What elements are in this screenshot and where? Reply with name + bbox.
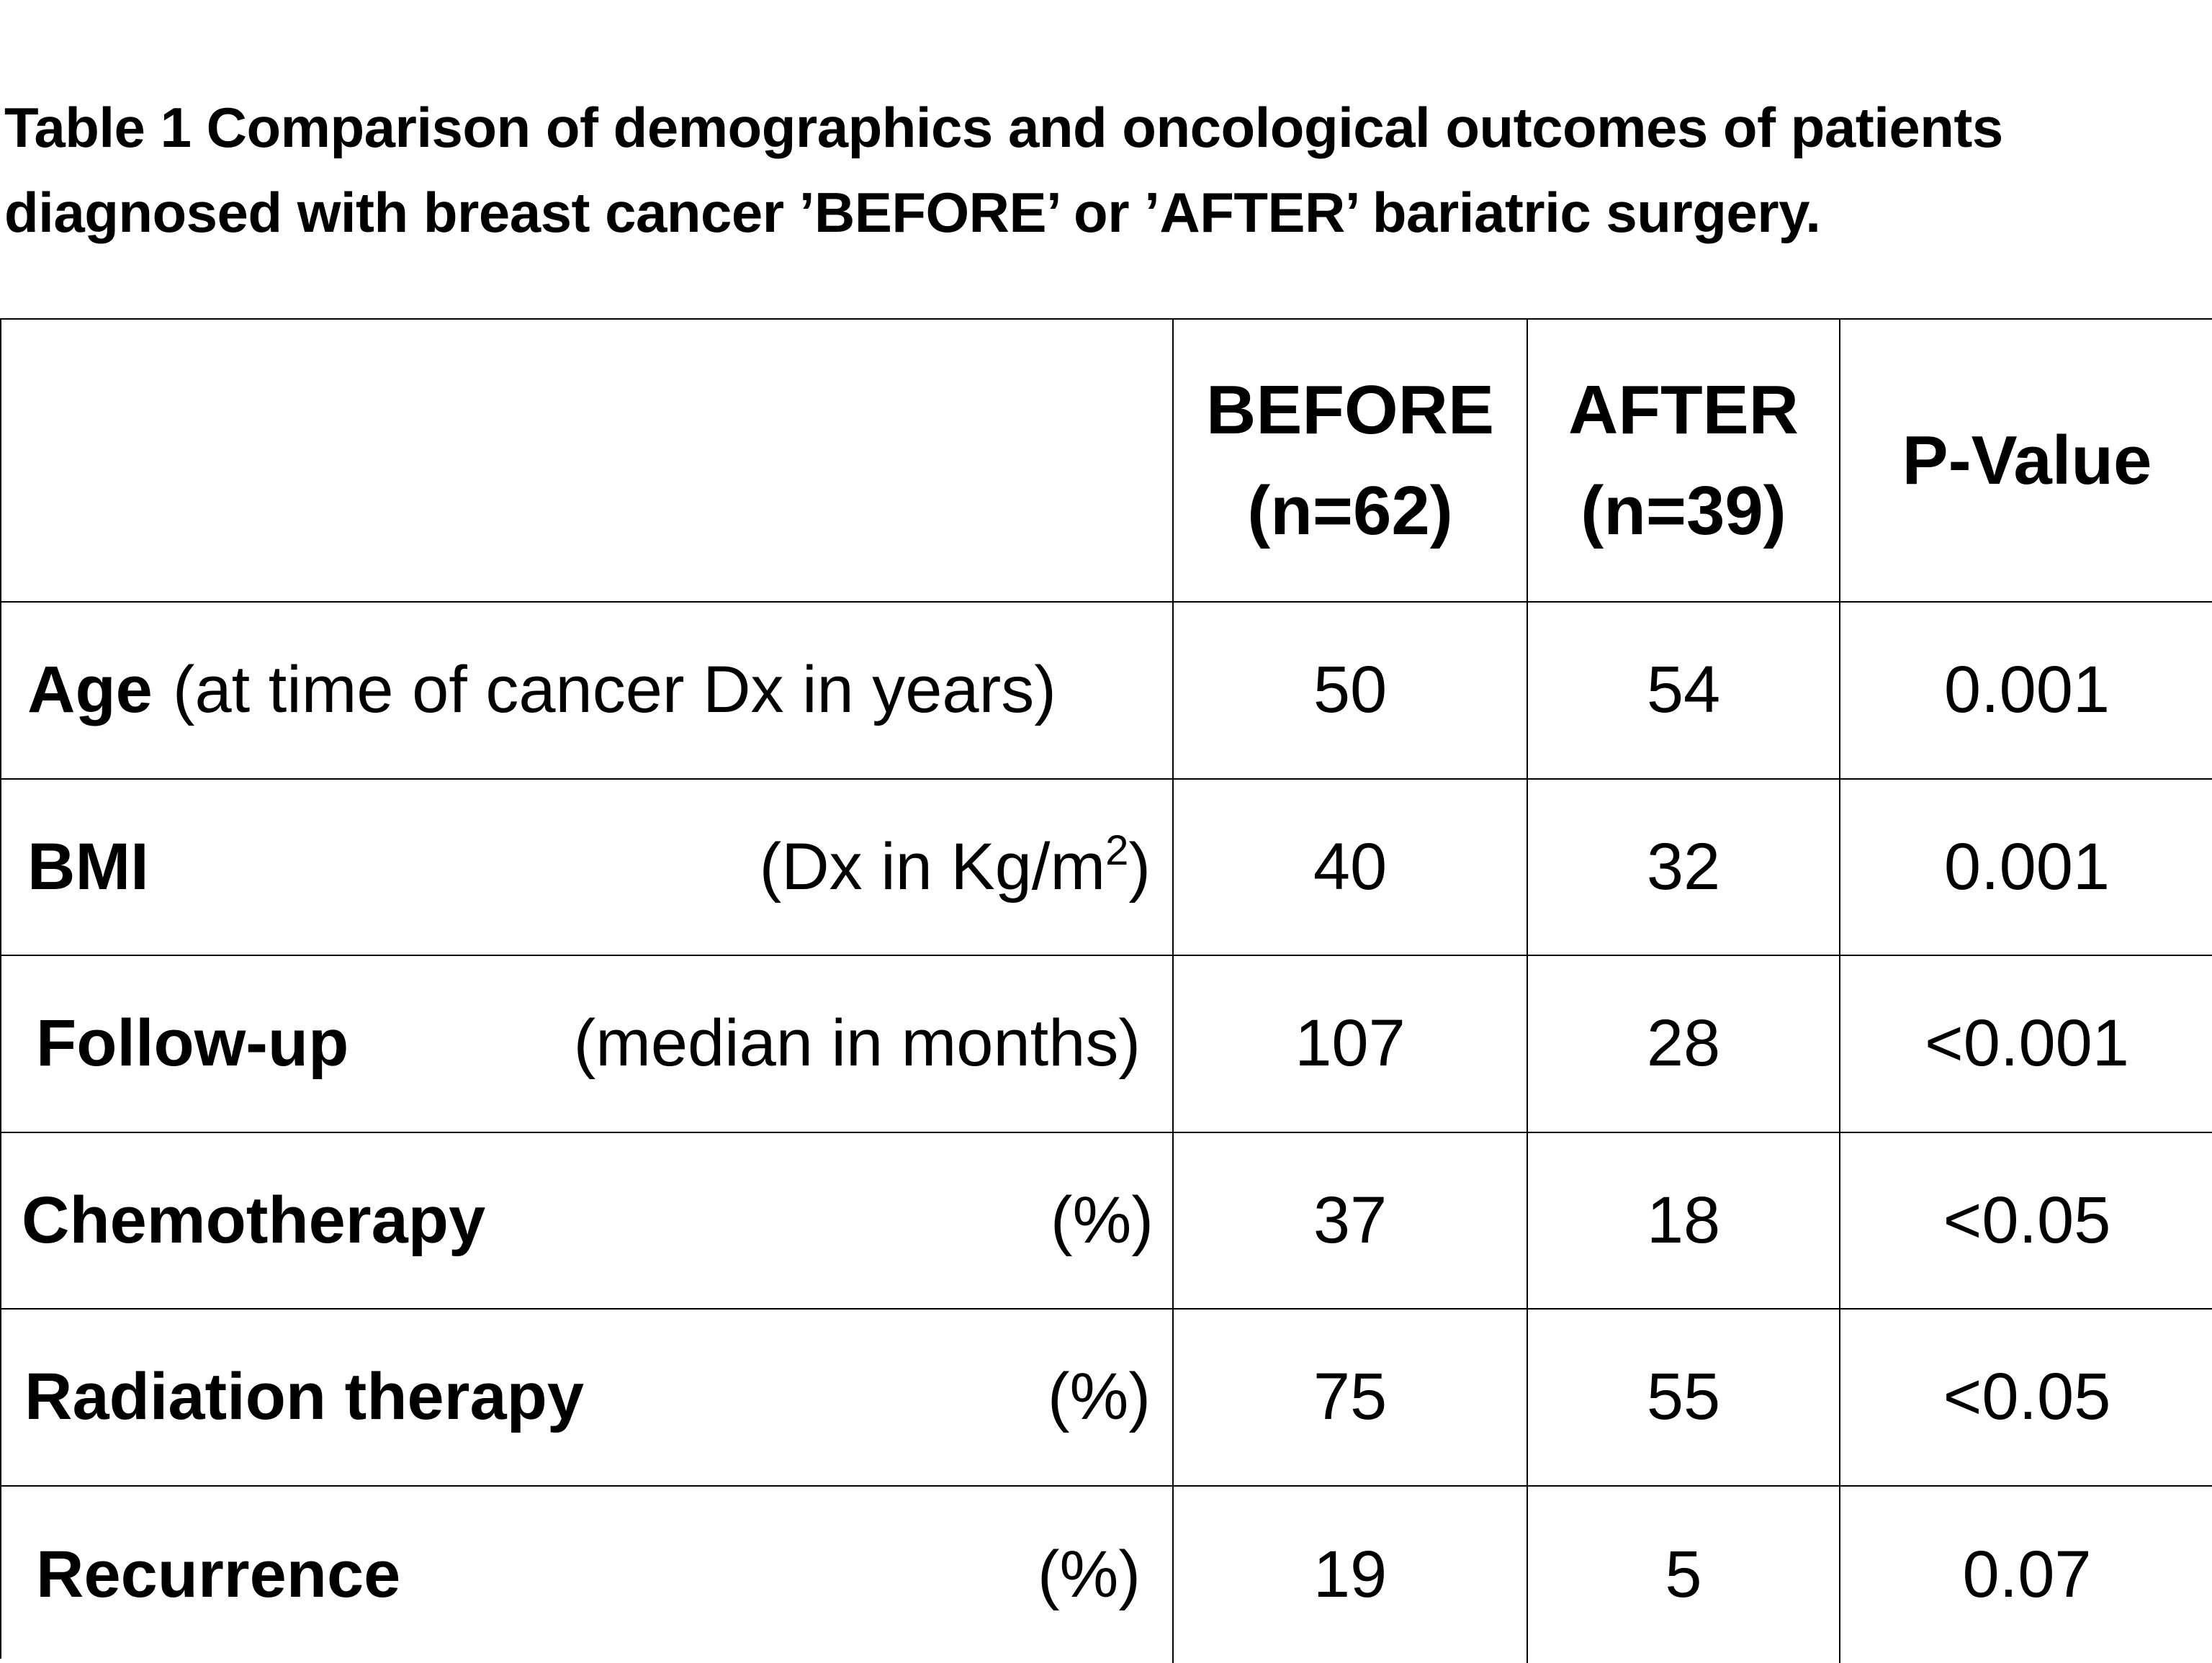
- cell-after: 5: [1528, 1487, 1840, 1663]
- cell-before: 40: [1174, 780, 1528, 957]
- header-after: AFTER (n=39): [1528, 320, 1840, 603]
- row-label-recurrence: Recurrence (%): [1, 1487, 1174, 1663]
- cell-pvalue: <0.05: [1840, 1310, 2212, 1487]
- row-label-chemotherapy: Chemotherapy (%): [1, 1133, 1174, 1310]
- cell-pvalue: <0.001: [1840, 956, 2212, 1133]
- row-label-age: Age (at time of cancer Dx in years): [1, 603, 1174, 780]
- row-name: Chemotherapy: [22, 1183, 485, 1258]
- cell-after: 32: [1528, 780, 1840, 957]
- cell-after: 18: [1528, 1133, 1840, 1310]
- row-unit: (Dx in Kg/m2): [760, 829, 1151, 905]
- cell-before: 50: [1174, 603, 1528, 780]
- cell-before: 19: [1174, 1487, 1528, 1663]
- cell-pvalue: 0.001: [1840, 780, 2212, 957]
- cell-before: 75: [1174, 1310, 1528, 1487]
- row-name: Radiation therapy: [24, 1359, 584, 1435]
- caption-line-2: diagnosed with breast cancer ’BEFORE’ or…: [4, 170, 2208, 255]
- cell-after: 28: [1528, 956, 1840, 1133]
- row-unit: (%): [1048, 1359, 1151, 1435]
- header-after-n: (n=39): [1581, 461, 1786, 562]
- row-unit: (at time of cancer Dx in years): [173, 652, 1056, 728]
- header-pvalue-label: P-Value: [1902, 410, 2152, 511]
- unit-close: ): [1128, 830, 1151, 903]
- row-label-bmi: BMI (Dx in Kg/m2): [1, 780, 1174, 957]
- data-table: BEFORE (n=62) AFTER (n=39) P-Value Age (…: [0, 318, 2212, 1659]
- header-after-label: AFTER: [1568, 360, 1799, 461]
- table-caption: Table 1 Comparison of demographics and o…: [4, 85, 2208, 255]
- unit-superscript: 2: [1105, 827, 1128, 874]
- header-before-n: (n=62): [1247, 461, 1452, 562]
- header-before: BEFORE (n=62): [1174, 320, 1528, 603]
- header-empty-cell: [1, 320, 1174, 603]
- row-label-radiation-therapy: Radiation therapy (%): [1, 1310, 1174, 1487]
- cell-before: 37: [1174, 1133, 1528, 1310]
- row-name: Recurrence: [36, 1537, 400, 1613]
- row-name: BMI: [27, 829, 149, 905]
- row-name: Follow-up: [36, 1006, 349, 1081]
- cell-pvalue: 0.001: [1840, 603, 2212, 780]
- caption-line-1: Table 1 Comparison of demographics and o…: [4, 85, 2208, 170]
- header-pvalue: P-Value: [1840, 320, 2212, 603]
- cell-after: 54: [1528, 603, 1840, 780]
- cell-pvalue: <0.05: [1840, 1133, 2212, 1310]
- cell-before: 107: [1174, 956, 1528, 1133]
- row-unit: (%): [1051, 1183, 1154, 1258]
- cell-pvalue: 0.07: [1840, 1487, 2212, 1663]
- row-name: Age: [27, 652, 153, 728]
- row-label-follow-up: Follow-up (median in months): [1, 956, 1174, 1133]
- row-unit: (median in months): [574, 1006, 1141, 1081]
- cell-after: 55: [1528, 1310, 1840, 1487]
- row-unit: (%): [1038, 1537, 1141, 1613]
- header-before-label: BEFORE: [1206, 360, 1494, 461]
- unit-text: (Dx in Kg/m: [760, 830, 1106, 903]
